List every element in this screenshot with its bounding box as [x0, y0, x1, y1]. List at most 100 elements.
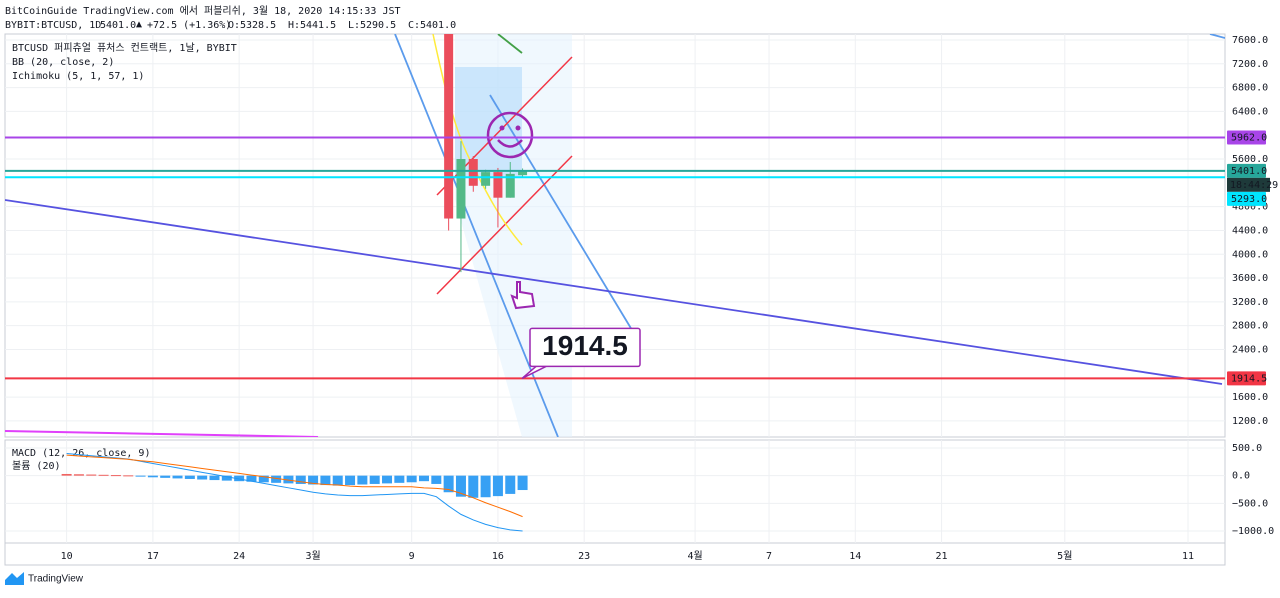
- x-tick-label: 9: [409, 551, 415, 562]
- price-pane: [4, 33, 1226, 438]
- header-arrow: ▲: [136, 19, 142, 30]
- y-tick-label: 3600.0: [1232, 273, 1268, 284]
- smiley-eye: [515, 125, 521, 131]
- legend-text: Ichimoku (5, 1, 57, 1): [12, 71, 144, 82]
- histogram-bar: [234, 475, 245, 482]
- x-tick-label: 5월: [1057, 550, 1072, 562]
- histogram-bar: [258, 475, 269, 483]
- histogram-bar: [320, 475, 331, 486]
- candle-body: [456, 159, 466, 219]
- histogram-bar: [431, 475, 442, 484]
- hand-icon: [510, 281, 536, 310]
- histogram-bar: [443, 475, 454, 493]
- candle-body: [481, 172, 491, 186]
- x-tick-label: 23: [578, 551, 590, 562]
- time-axis: [4, 542, 1226, 566]
- histogram-bar: [517, 475, 528, 491]
- histogram-bar: [98, 474, 109, 476]
- y-tick-label: 1600.0: [1232, 392, 1268, 403]
- trend-line: [5, 430, 319, 437]
- ohlc-label: C:: [408, 20, 420, 31]
- smiley-eye: [499, 125, 505, 131]
- histogram-bar: [86, 474, 97, 476]
- histogram-bar: [295, 475, 306, 484]
- macd-pane: [4, 439, 1226, 544]
- x-tick-label: 17: [147, 551, 159, 562]
- countdown: 18:44:29: [1230, 180, 1278, 191]
- histogram-bar: [209, 475, 220, 481]
- trend-line: [1209, 34, 1225, 39]
- y-tick-label: 4400.0: [1232, 225, 1268, 236]
- price-label-box: [1227, 163, 1266, 178]
- price-label-box: [1227, 371, 1266, 386]
- y2-tick-label: 500.0: [1232, 443, 1262, 454]
- y2-tick-label: −1000.0: [1232, 526, 1274, 537]
- indicator-line: [66, 454, 523, 518]
- annotation-pointer: [521, 365, 547, 380]
- x-tick-label: 24: [233, 551, 245, 562]
- x-tick-label: 10: [61, 551, 73, 562]
- header-title: BitCoinGuide TradingView.com 에서 퍼블리쉬, 3월…: [5, 5, 401, 17]
- histogram-bar: [135, 475, 146, 477]
- y-tick-label: 4800.0: [1232, 202, 1268, 213]
- brand: TradingView: [28, 574, 84, 585]
- histogram-bar: [283, 475, 294, 484]
- histogram-bar: [172, 475, 183, 479]
- ohlc-value: 5441.5: [300, 20, 336, 31]
- y-tick-label: 6800.0: [1232, 83, 1268, 94]
- candle-body: [444, 34, 454, 219]
- histogram-bar: [246, 475, 257, 482]
- histogram-bar: [455, 475, 466, 497]
- candle-body: [493, 172, 503, 198]
- indicator-line: [66, 453, 523, 532]
- y-tick-label: 2800.0: [1232, 321, 1268, 332]
- candle-body: [505, 173, 515, 198]
- histogram-bar: [197, 475, 208, 480]
- histogram-bar: [468, 475, 479, 498]
- indicator-line: [497, 34, 523, 54]
- y-tick-label: 7600.0: [1232, 35, 1268, 46]
- ohlc-value: 5328.5: [240, 20, 276, 31]
- x-tick-label: 7: [766, 551, 772, 562]
- histogram-bar: [332, 475, 343, 486]
- price-label-box: [1227, 130, 1266, 145]
- x-tick-label: 3월: [305, 550, 320, 562]
- annotation-text: 1914.5: [542, 330, 628, 361]
- trend-line: [394, 34, 559, 437]
- header-change: +72.5 (+1.36%): [147, 20, 231, 31]
- smiley: [486, 111, 534, 159]
- brand-logo: [5, 572, 24, 585]
- y2-tick-label: 0.0: [1232, 471, 1250, 482]
- y-tick-label: 2400.0: [1232, 344, 1268, 355]
- ohlc-label: O:: [228, 20, 240, 31]
- histogram-bar: [345, 475, 356, 486]
- trend-line: [5, 199, 1223, 385]
- candle-body: [468, 159, 478, 186]
- price-label: 5401.0: [1231, 166, 1267, 177]
- histogram-bar: [147, 475, 158, 478]
- histogram-bar: [492, 475, 503, 497]
- histogram-bar: [110, 475, 121, 477]
- legend-text: BTCUSD 퍼피츄얼 퓨처스 컨트랙트, 1날, BYBIT: [12, 42, 237, 54]
- ohlc-label: H:: [288, 20, 300, 31]
- x-tick-label: 16: [492, 551, 504, 562]
- histogram-bar: [369, 475, 380, 484]
- histogram-bar: [308, 475, 319, 485]
- x-tick-label: 14: [849, 551, 861, 562]
- trend-line: [436, 155, 573, 295]
- smiley-mouth: [497, 139, 523, 148]
- histogram-bar: [271, 475, 282, 483]
- histogram-bar: [382, 475, 393, 484]
- y-tick-label: 5600.0: [1232, 154, 1268, 165]
- y-tick-label: 4000.0: [1232, 249, 1268, 260]
- x-tick-label: 21: [936, 551, 948, 562]
- histogram-bar: [184, 475, 195, 479]
- annotation-box: [529, 327, 641, 368]
- legend-text: 볼륨 (20): [12, 460, 61, 472]
- header-last: 5401.0: [100, 20, 136, 31]
- legend-text: MACD (12, 26, close, 9): [12, 448, 150, 459]
- histogram-bar: [73, 474, 84, 476]
- histogram-bar: [418, 475, 429, 482]
- price-label: 5293.0: [1231, 194, 1267, 205]
